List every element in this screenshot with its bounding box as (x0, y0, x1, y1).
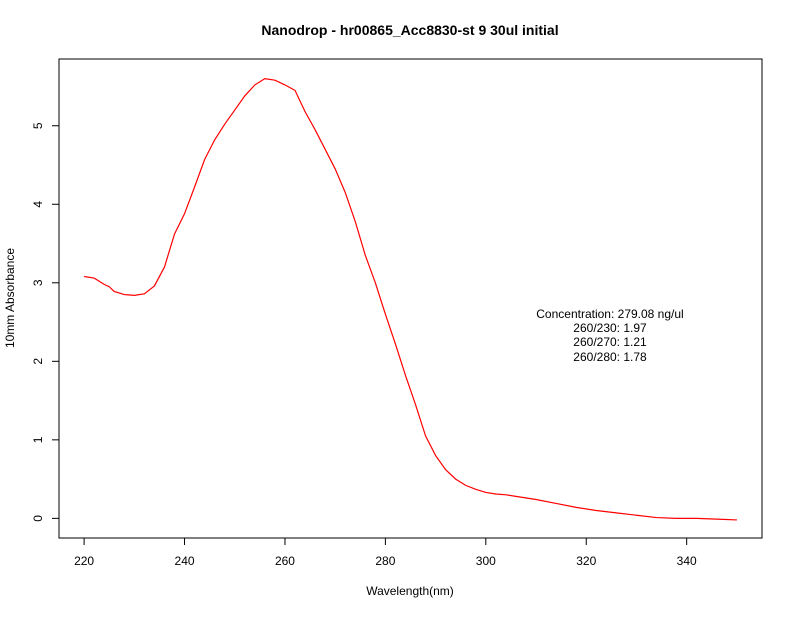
absorbance-line (84, 78, 737, 521)
x-tick-label: 220 (74, 554, 94, 568)
x-tick-label: 340 (677, 554, 697, 568)
x-tick-label: 300 (476, 554, 496, 568)
annotation-concentration: Concentration: 279.08 ng/ul (536, 307, 683, 321)
y-tick-label: 4 (31, 201, 45, 208)
annotation-block: Concentration: 279.08 ng/ul 260/230: 1.9… (536, 307, 683, 364)
y-tick-label: 2 (31, 358, 45, 365)
y-tick-label: 5 (31, 122, 45, 129)
x-tick-label: 280 (375, 554, 395, 568)
y-tick-label: 1 (31, 436, 45, 443)
y-tick-label: 3 (31, 279, 45, 286)
x-tick-label: 240 (175, 554, 195, 568)
chart-title: Nanodrop - hr00865_Acc8830-st 9 30ul ini… (261, 22, 558, 38)
x-axis: 220 240 260 280 300 320 340 (74, 538, 697, 568)
y-axis-label: 10mm Absorbance (3, 248, 17, 348)
x-axis-label: Wavelength(nm) (366, 584, 454, 598)
annotation-260-280: 260/280: 1.78 (573, 350, 647, 364)
y-tick-label: 0 (31, 515, 45, 522)
x-tick-label: 260 (275, 554, 295, 568)
x-tick-label: 320 (576, 554, 596, 568)
plot-frame (58, 58, 763, 539)
annotation-260-270: 260/270: 1.21 (573, 335, 647, 349)
annotation-260-230: 260/230: 1.97 (573, 321, 647, 335)
y-axis: 0 1 2 3 4 5 (31, 122, 59, 522)
